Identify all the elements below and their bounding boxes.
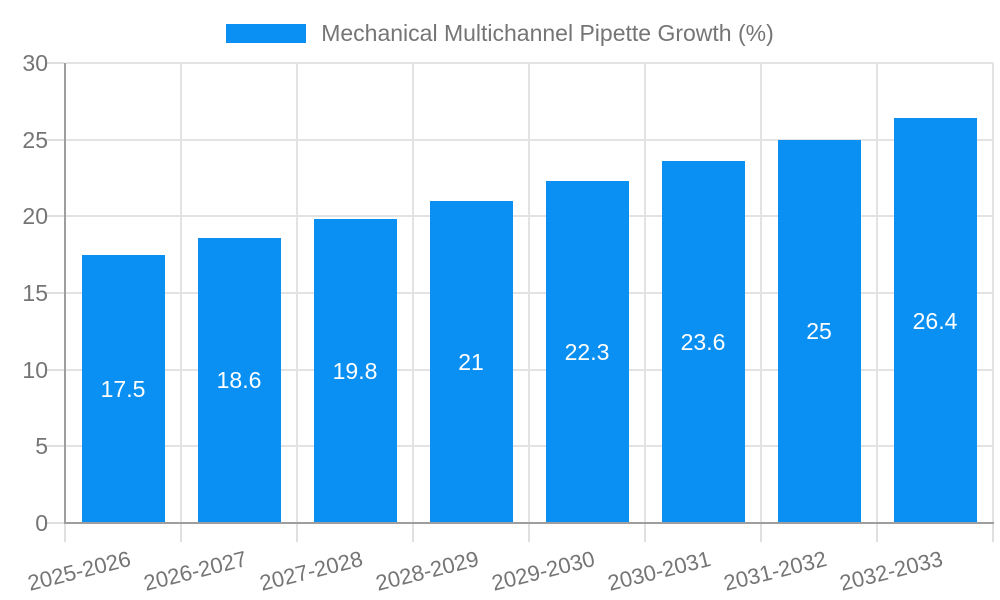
x-tick-mark bbox=[644, 524, 646, 542]
x-axis-tick-label: 2026-2027 bbox=[140, 546, 250, 596]
x-axis-tick-label: 2028-2029 bbox=[372, 546, 482, 596]
bar-value-label: 17.5 bbox=[100, 375, 146, 402]
x-axis-tick-label: 2029-2030 bbox=[488, 546, 598, 596]
x-tick-mark bbox=[180, 524, 182, 542]
x-tick-mark bbox=[876, 524, 878, 542]
y-tick-mark bbox=[46, 368, 64, 371]
x-gridline bbox=[644, 63, 646, 523]
y-axis-tick-label: 5 bbox=[35, 433, 48, 460]
bar-2028-2029[interactable]: 21 bbox=[429, 201, 513, 523]
legend-label: Mechanical Multichannel Pipette Growth (… bbox=[321, 19, 774, 46]
legend-swatch-icon bbox=[226, 23, 307, 43]
bar-value-label: 22.3 bbox=[564, 339, 610, 366]
y-tick-mark bbox=[46, 62, 64, 64]
y-tick-mark bbox=[46, 215, 64, 218]
x-axis-tick-label: 2025-2026 bbox=[24, 546, 134, 596]
x-tick-mark bbox=[992, 524, 994, 542]
plot-area: 17.5 18.6 19.8 21 22.3 23.6 25 26.4 bbox=[65, 62, 994, 523]
x-gridline bbox=[296, 63, 298, 523]
y-axis-tick-label: 15 bbox=[22, 280, 48, 306]
x-axis-tick-label: 2031-2032 bbox=[720, 546, 830, 596]
bar-value-label: 21 bbox=[458, 349, 484, 375]
bar-2029-2030[interactable]: 22.3 bbox=[545, 181, 629, 523]
x-tick-mark bbox=[64, 524, 66, 542]
y-axis-line bbox=[64, 63, 66, 524]
bar-value-label: 19.8 bbox=[332, 358, 378, 385]
bar-2030-2031[interactable]: 23.6 bbox=[661, 161, 745, 523]
bar-value-label: 25 bbox=[806, 318, 832, 345]
x-axis-tick-label: 2027-2028 bbox=[256, 546, 366, 596]
y-tick-mark bbox=[46, 445, 64, 448]
bar-2031-2032[interactable]: 25 bbox=[777, 139, 861, 523]
bar-2026-2027[interactable]: 18.6 bbox=[197, 237, 281, 523]
x-gridline bbox=[180, 63, 182, 523]
bar-value-label: 18.6 bbox=[216, 367, 262, 394]
x-axis-tick-label: 2032-2033 bbox=[836, 546, 946, 596]
x-axis-tick-label: 2030-2031 bbox=[604, 546, 714, 596]
y-axis-tick-label: 10 bbox=[22, 356, 48, 383]
x-tick-mark bbox=[528, 524, 530, 542]
y-tick-mark bbox=[46, 138, 64, 141]
bar-value-label: 23.6 bbox=[680, 329, 726, 356]
bar-2027-2028[interactable]: 19.8 bbox=[313, 219, 397, 523]
bar-2025-2026[interactable]: 17.5 bbox=[81, 254, 165, 523]
x-tick-mark bbox=[760, 524, 762, 542]
x-tick-mark bbox=[412, 524, 414, 542]
legend[interactable]: Mechanical Multichannel Pipette Growth (… bbox=[0, 20, 1000, 46]
x-gridline bbox=[992, 63, 994, 523]
bar-value-label: 26.4 bbox=[912, 307, 958, 334]
y-axis-tick-label: 0 bbox=[35, 510, 48, 536]
x-gridline bbox=[412, 63, 414, 523]
y-tick-mark bbox=[46, 522, 64, 524]
bar-2032-2033[interactable]: 26.4 bbox=[893, 118, 977, 523]
x-gridline bbox=[760, 63, 762, 523]
y-tick-mark bbox=[46, 292, 64, 294]
x-gridline bbox=[876, 63, 878, 523]
x-tick-mark bbox=[296, 524, 298, 542]
x-gridline bbox=[528, 63, 530, 523]
y-axis-tick-label: 30 bbox=[22, 50, 48, 76]
y-axis-tick-label: 25 bbox=[22, 126, 48, 153]
x-axis-line bbox=[64, 522, 994, 524]
y-axis-tick-label: 20 bbox=[22, 203, 48, 230]
